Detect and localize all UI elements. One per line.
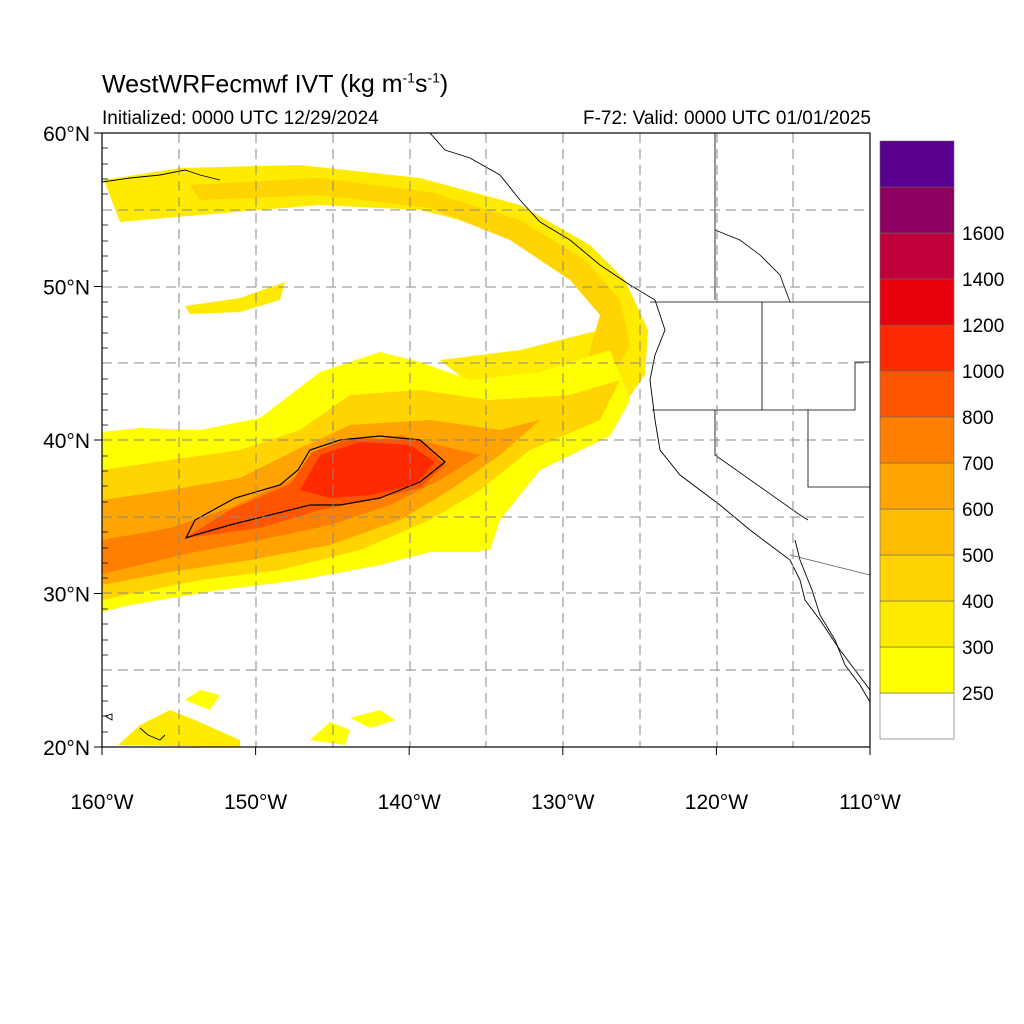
lat-tick-label: 40°N [43, 430, 90, 453]
colorbar-swatch [879, 692, 955, 740]
title-units: (kg m-1s-1) [340, 70, 449, 99]
colorbar-swatch [879, 186, 955, 234]
baja-coast [794, 539, 870, 703]
colorbar-swatch [879, 600, 955, 648]
colorbar-label: 500 [962, 546, 994, 567]
colorbar-swatch [879, 508, 955, 556]
lat-tick-label: 20°N [43, 737, 90, 760]
lon-tick-label: 120°W [685, 791, 748, 814]
colorbar-label: 1400 [962, 270, 1004, 291]
title-model: WestWRFecmwf [102, 70, 288, 99]
map-title: WestWRFecmwf IVT (kg m-1s-1) [102, 70, 448, 99]
ivt-colorbar: 250 300 400 500 600 700 800 1000 1200 1400 1600 [879, 140, 1004, 740]
colorbar-swatch [879, 278, 955, 326]
ivt-field [102, 165, 648, 747]
state-borders [650, 133, 870, 521]
ivt-patch-50n [185, 282, 285, 314]
colorbar-swatch [879, 554, 955, 602]
colorbar-swatch [879, 232, 955, 280]
colorbar-label: 1600 [962, 224, 1004, 245]
graticule [102, 133, 870, 747]
north-american-coast [429, 133, 870, 691]
lon-tick-label: 130°W [531, 791, 594, 814]
colorbar-label: 1200 [962, 316, 1004, 337]
colorbar-swatch [879, 646, 955, 694]
coastlines [102, 133, 870, 741]
lon-tick-label: 150°W [224, 791, 287, 814]
lon-tick-label: 160°W [70, 791, 133, 814]
colorbar-label: 600 [962, 500, 994, 521]
ivt-north-inner [190, 178, 630, 392]
colorbar-label: 400 [962, 592, 994, 613]
lat-tick-label: 50°N [43, 277, 90, 300]
hawaii-islands [103, 713, 166, 741]
colorbar-swatch [879, 462, 955, 510]
alaska-coast [102, 169, 221, 183]
lon-tick-label: 140°W [378, 791, 441, 814]
colorbar-swatch [879, 370, 955, 418]
ivt-tropic-blob-3 [350, 710, 395, 728]
colorbar-label: 800 [962, 408, 994, 429]
lon-tick-label: 110°W [839, 791, 901, 814]
colorbar-swatch [879, 140, 955, 188]
mexico-border [789, 554, 870, 576]
initialized-label: Initialized: 0000 UTC 12/29/2024 [102, 108, 379, 129]
map-plot-area [102, 133, 870, 747]
longitude-labels: 160°W 150°W 140°W 130°W 120°W 110°W [70, 747, 901, 814]
ivt-tropic-blob-4 [185, 690, 220, 710]
colorbar-swatch [879, 324, 955, 372]
colorbar-label: 1000 [962, 362, 1004, 383]
ivt-core-1000 [300, 442, 435, 498]
valid-time-label: F-72: Valid: 0000 UTC 01/01/2025 [583, 108, 871, 129]
colorbar-label: 700 [962, 454, 994, 475]
colorbar-label: 300 [962, 638, 994, 659]
ivt-tropic-blob-2 [310, 722, 350, 745]
colorbar-label: 250 [962, 684, 994, 705]
lat-tick-label: 30°N [43, 584, 90, 607]
minor-ticks [102, 147, 108, 733]
lat-tick-label: 60°N [43, 123, 90, 146]
ivt-tropic-blob-5 [420, 528, 490, 552]
latitude-labels: 20°N 30°N 40°N 50°N 60°N [43, 123, 102, 760]
title-variable: IVT [294, 70, 334, 99]
colorbar-swatch [879, 416, 955, 464]
